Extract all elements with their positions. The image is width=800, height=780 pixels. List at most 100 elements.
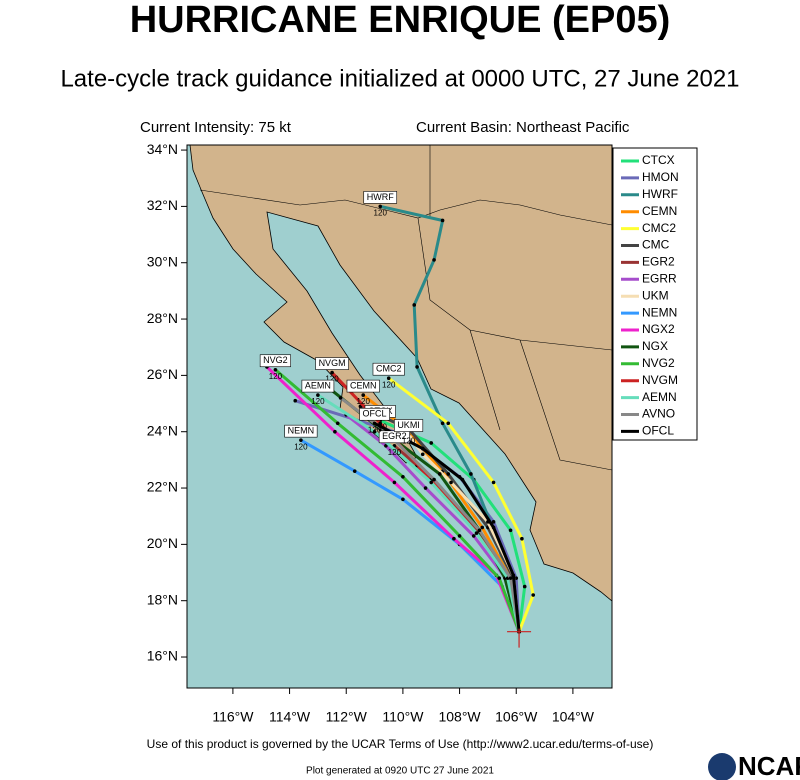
hour-label: 120 — [325, 375, 339, 384]
legend-label: NGX2 — [642, 322, 675, 336]
legend-label: NEMN — [642, 305, 677, 319]
track-tag: UKMI 120 — [394, 419, 424, 446]
track-point — [392, 480, 397, 485]
legend-label: EGRR — [642, 271, 677, 285]
track-point — [437, 472, 442, 476]
track-point — [352, 469, 357, 473]
tag-text: CMC2 — [376, 364, 402, 374]
track-point — [384, 443, 388, 448]
track — [373, 421, 521, 632]
land — [189, 144, 613, 602]
tag-text: UKMI — [397, 420, 420, 430]
track-point — [497, 576, 502, 580]
lat-tick-label: 30°N — [147, 253, 178, 269]
hour-label: 120 — [374, 209, 388, 218]
track-point — [440, 421, 445, 426]
border — [199, 145, 613, 471]
hour-label: 120 — [368, 425, 382, 434]
legend-label: AVNO — [642, 407, 675, 421]
lon-tick-label: 112°W — [326, 709, 368, 725]
tag-text: NVGM — [319, 358, 346, 368]
track-point — [446, 421, 451, 426]
lon-tick-label: 116°W — [212, 709, 254, 725]
current-basin: Current Basin: Northeast Pacific — [416, 119, 630, 136]
track-point — [508, 528, 513, 533]
tag-box — [394, 419, 424, 432]
tag-text: NEMN — [288, 426, 315, 436]
lon-tick-label: 110°W — [382, 709, 424, 725]
track-point — [330, 370, 334, 375]
legend-label: CTCX — [642, 153, 675, 167]
track-point — [378, 204, 383, 209]
hour-label: 120 — [357, 397, 371, 406]
tag-box — [259, 354, 291, 368]
lat-tick-label: 20°N — [147, 535, 178, 551]
track-point — [420, 452, 425, 457]
track-point — [469, 472, 473, 476]
track-point — [316, 393, 320, 397]
legend-label: NVG2 — [642, 356, 675, 370]
track-point — [480, 525, 485, 530]
track-point — [508, 576, 513, 580]
tag-box — [315, 357, 349, 370]
track-point — [412, 303, 417, 307]
lat-tick-label: 18°N — [147, 591, 178, 607]
track-point — [449, 480, 453, 485]
track-point — [415, 365, 419, 369]
track-tag: CEMN 120 — [346, 379, 380, 406]
legend-label: EGR2 — [642, 255, 675, 269]
track-point — [491, 480, 496, 485]
tag-text: OFCL — [363, 409, 387, 419]
lat-tick-label: 28°N — [147, 310, 178, 326]
track-point — [452, 536, 456, 541]
track-point — [471, 534, 476, 538]
lat-tick-label: 22°N — [147, 479, 178, 495]
track-point — [520, 536, 524, 541]
track-tag: HWRF 120 — [363, 191, 398, 218]
track — [317, 393, 521, 633]
track-tag: NEMN 120 — [284, 424, 318, 451]
track-point — [531, 593, 536, 597]
tracks — [265, 204, 536, 634]
track-point — [335, 421, 340, 426]
lon-tick-label: 114°W — [269, 709, 311, 725]
lat-tick-label: 32°N — [147, 197, 178, 213]
track-point — [522, 584, 527, 589]
tag-box — [359, 407, 390, 421]
track-point — [401, 474, 405, 479]
track-point — [386, 376, 391, 380]
track-point — [372, 429, 377, 434]
legend-label: CMC2 — [642, 221, 676, 235]
track-tag: CMC2 120 — [372, 362, 405, 389]
hour-label: 120 — [294, 442, 308, 451]
track-point — [299, 438, 303, 442]
track-point — [338, 396, 343, 400]
lat-tick-label: 16°N — [147, 648, 178, 664]
tag-text: EGR2 — [382, 431, 407, 441]
ncar-logo: NCAR — [708, 751, 800, 780]
storm-origin — [507, 628, 532, 648]
tag-text: AEMN — [305, 380, 331, 390]
tag-box — [372, 362, 405, 376]
track-point — [460, 477, 465, 482]
track — [274, 368, 521, 633]
track-tag: EGR2 120 — [378, 430, 410, 457]
track-point — [440, 218, 445, 223]
subtitle: Late-cycle track guidance initialized at… — [60, 65, 739, 92]
title: HURRICANE ENRIQUE (EP05) — [130, 0, 671, 41]
track-point — [432, 258, 436, 262]
track-tag: NVG2 120 — [259, 354, 291, 381]
legend-label: HMON — [642, 170, 679, 184]
legend-label: AEMN — [642, 390, 677, 404]
track-point — [333, 429, 337, 434]
track-point — [273, 367, 278, 372]
track — [387, 377, 535, 633]
track-point — [401, 497, 405, 502]
track-point — [429, 441, 434, 445]
legend-box — [612, 147, 698, 441]
track-tag: OFCL 120 — [359, 407, 390, 434]
tag-text: CEMN — [350, 380, 377, 390]
track-point — [420, 446, 425, 451]
legend-label: HWRF — [642, 187, 678, 201]
